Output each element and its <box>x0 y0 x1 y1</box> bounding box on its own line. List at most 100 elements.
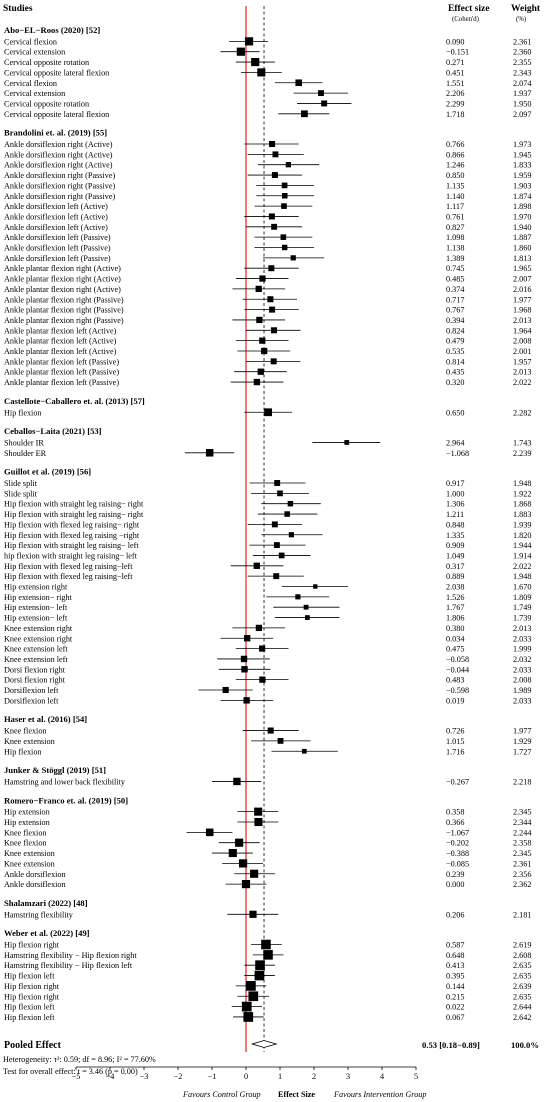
effect-size-value: 0.587 <box>446 941 464 950</box>
outcome-label: Ankle dorsiflexion left (Passive) <box>4 244 111 253</box>
outcome-label: Hip extension right <box>4 583 68 592</box>
weight-value: 2.642 <box>513 1013 531 1022</box>
table-row: Hip extension− left 1.806 1.739 <box>4 614 531 623</box>
weight-value: 1.945 <box>513 150 531 159</box>
outcome-label: Hip flexion with flexed leg raising −rig… <box>4 531 140 540</box>
table-row: Ankle plantar flexion left (Active) 0.824… <box>4 326 531 335</box>
effect-marker <box>259 676 266 683</box>
table-row: Ankle plantar flexion right (Passive) 0.7… <box>4 306 531 315</box>
table-row: Hip flexion right 0.144 2.639 <box>4 981 531 991</box>
outcome-label: Hip extension− left <box>4 603 68 612</box>
outcome-label: Hip extension− left <box>4 614 68 623</box>
effect-size-value: 1.140 <box>446 192 464 201</box>
weight-value: 1.727 <box>513 747 531 756</box>
outcome-label: Ankle plantar flexion right (Passive) <box>4 306 124 315</box>
effect-size-value: 0.090 <box>446 37 464 46</box>
effect-marker <box>243 635 251 642</box>
effect-marker <box>249 910 257 918</box>
x-tick-label: −3 <box>140 1072 149 1081</box>
effect-size-value: −0.058 <box>446 655 469 664</box>
weight-header: Weight <box>511 4 541 14</box>
weight-value: 2.218 <box>513 777 531 786</box>
effect-marker <box>222 686 229 694</box>
effect-marker <box>281 244 288 251</box>
outcome-label: Hip flexion right <box>4 992 60 1001</box>
effect-marker <box>271 223 278 230</box>
effect-marker <box>272 151 279 158</box>
effect-size-value: 0.019 <box>446 696 464 705</box>
weight-value: 2.016 <box>513 285 531 294</box>
effect-size-value: −0.598 <box>446 686 469 695</box>
table-row: Ankle dorsiflexion right (Passive) 0.850 1… <box>4 171 531 180</box>
table-row: Hamstring flexibility − Hip flexion left… <box>4 960 531 970</box>
weight-value: 2.013 <box>513 368 531 377</box>
effect-size-value: 1.211 <box>446 510 464 519</box>
outcome-label: Dorsi flexion right <box>4 665 66 674</box>
weight-value: 2.181 <box>513 910 531 919</box>
effect-marker <box>253 378 261 386</box>
effect-size-value: −1.068 <box>446 449 469 458</box>
study-group: Haser et al. (2016) [54] Knee flexion 0.72… <box>4 714 531 756</box>
study-name: Romero−Franco et. al. (2019) [50] <box>4 795 128 805</box>
outcome-label: Knee flexion <box>4 828 47 837</box>
effect-marker <box>271 327 278 334</box>
effect-size-value: 0.144 <box>446 982 464 991</box>
weight-value: 2.345 <box>513 849 531 858</box>
weight-value: 2.033 <box>513 665 531 674</box>
effect-marker <box>273 542 280 549</box>
study-group: Guillot et al. (2019) [56] Slide split 0.9… <box>4 467 531 706</box>
outcome-label: Hamstring flexibility <box>4 910 74 919</box>
table-row: Ankle plantar flexion left (Passive) 0.43… <box>4 368 531 377</box>
table-row: Ankle dorsiflexion left (Passive) 1.389 1.… <box>4 254 531 263</box>
table-header: Studies Effect size (Cohen'd) Weight (%) <box>3 4 541 23</box>
table-row: Cervical flexion 1.551 2.074 <box>4 79 531 88</box>
effect-size-value: −0.202 <box>446 839 469 848</box>
study-name: Haser et al. (2016) [54] <box>4 714 87 724</box>
effect-marker <box>259 645 266 652</box>
effect-size-value: 1.015 <box>446 737 464 746</box>
outcome-label: Shoulder IR <box>4 438 44 447</box>
outcome-label: Ankle plantar flexion right (Passive) <box>4 295 124 304</box>
table-row: Ankle dorsiflexion left (Active) 1.117 1.8… <box>4 202 531 211</box>
weight-value: 1.937 <box>513 89 531 98</box>
effect-size-value: 0.374 <box>446 285 464 294</box>
effect-marker <box>268 213 275 220</box>
studies-header: Studies <box>3 4 33 14</box>
outcome-label: Hamstring flexibility − Hip flexion left <box>4 961 133 970</box>
effect-size-value: 0.206 <box>446 910 464 919</box>
pooled-weight-value: 100.0% <box>511 1040 539 1050</box>
effect-size-value: 1.117 <box>446 202 464 211</box>
effect-marker <box>254 807 263 816</box>
outcome-label: Hip extension <box>4 818 50 827</box>
outcome-label: Cervical extension <box>4 48 65 57</box>
table-row: Ankle dorsiflexion right (Active) 0.766 1.… <box>4 140 531 149</box>
outcome-label: Knee extension right <box>4 624 73 633</box>
weight-value: 1.883 <box>513 510 531 519</box>
weight-value: 2.635 <box>513 961 531 970</box>
effect-size-value: 0.909 <box>446 541 464 550</box>
effect-size-value: 1.718 <box>446 110 464 119</box>
effect-marker <box>241 1001 252 1012</box>
effect-size-value: 0.824 <box>446 326 464 335</box>
outcome-label: Hip extension− right <box>4 593 73 602</box>
table-row: Hip flexion 0.650 2.282 <box>4 408 531 417</box>
outcome-label: Knee flexion <box>4 839 47 848</box>
effect-marker <box>285 162 292 168</box>
table-row: Ankle plantar flexion left (Active) 0.479… <box>4 337 531 346</box>
outcome-label: Knee extension right <box>4 634 73 643</box>
weight-value: 1.860 <box>513 244 531 253</box>
study-name: Guillot et al. (2019) [56] <box>4 467 91 477</box>
effect-size-value: 0.394 <box>446 316 464 325</box>
effect-marker <box>254 817 263 827</box>
effect-marker <box>239 859 248 868</box>
outcome-label: Hip flexion with flexed leg raising− rig… <box>4 520 140 529</box>
table-row: Ankle dorsiflexion left (Passive) 1.098 1.… <box>4 233 531 242</box>
effect-marker <box>243 697 250 704</box>
outcome-label: Knee extension left <box>4 655 68 664</box>
x-tick-label: 2 <box>312 1072 316 1081</box>
weight-value: 1.950 <box>513 99 531 108</box>
weight-value: 2.639 <box>513 982 531 991</box>
effect-marker <box>313 584 318 589</box>
effect-size-value: 2.964 <box>446 438 464 447</box>
study-name: Shalamzari (2022) [48] <box>4 898 88 908</box>
